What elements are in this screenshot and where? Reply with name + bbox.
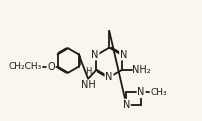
- Text: N: N: [122, 100, 129, 110]
- Text: N: N: [119, 50, 127, 60]
- Text: N: N: [137, 87, 144, 97]
- Text: H: H: [84, 67, 91, 76]
- Text: NH₂: NH₂: [132, 65, 150, 75]
- Text: O: O: [47, 62, 55, 72]
- Text: CH₂CH₃: CH₂CH₃: [9, 62, 42, 71]
- Text: N: N: [105, 72, 112, 83]
- Text: CH₃: CH₃: [149, 88, 166, 97]
- Text: NH: NH: [80, 80, 95, 90]
- Text: N: N: [91, 50, 98, 60]
